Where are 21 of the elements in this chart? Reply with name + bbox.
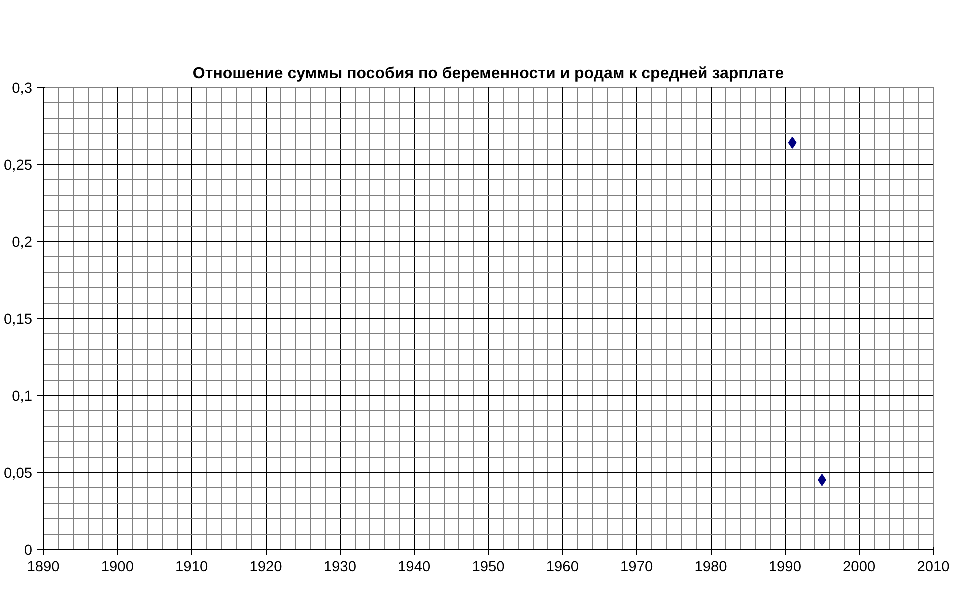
x-tick-label: 1960	[546, 560, 579, 576]
chart-title: Отношение суммы пособия по беременности и родам к средней зарплате	[192, 66, 784, 82]
y-tick-label: 0,25	[4, 158, 33, 174]
y-tick-label: 0,3	[12, 81, 32, 97]
y-tick-label: 0,05	[4, 466, 33, 482]
y-tick-label: 0,1	[12, 389, 32, 405]
y-tick-label: 0,15	[4, 312, 33, 328]
x-tick-label: 1950	[472, 560, 505, 576]
x-tick-label: 1940	[398, 560, 431, 576]
x-tick-label: 2000	[843, 560, 876, 576]
x-tick-label: 1890	[27, 560, 60, 576]
x-tick-label: 1910	[176, 560, 208, 576]
x-tick-label: 1990	[768, 560, 802, 576]
x-tick-label: 1900	[101, 560, 134, 576]
y-tick-label: 0,2	[12, 235, 32, 251]
x-tick-label: 2010	[917, 560, 950, 576]
y-tick-label: 0	[24, 543, 33, 559]
x-tick-label: 1970	[620, 560, 654, 576]
x-tick-label: 1980	[694, 560, 728, 576]
x-tick-label: 1930	[324, 560, 356, 576]
x-tick-label: 1920	[250, 560, 282, 576]
